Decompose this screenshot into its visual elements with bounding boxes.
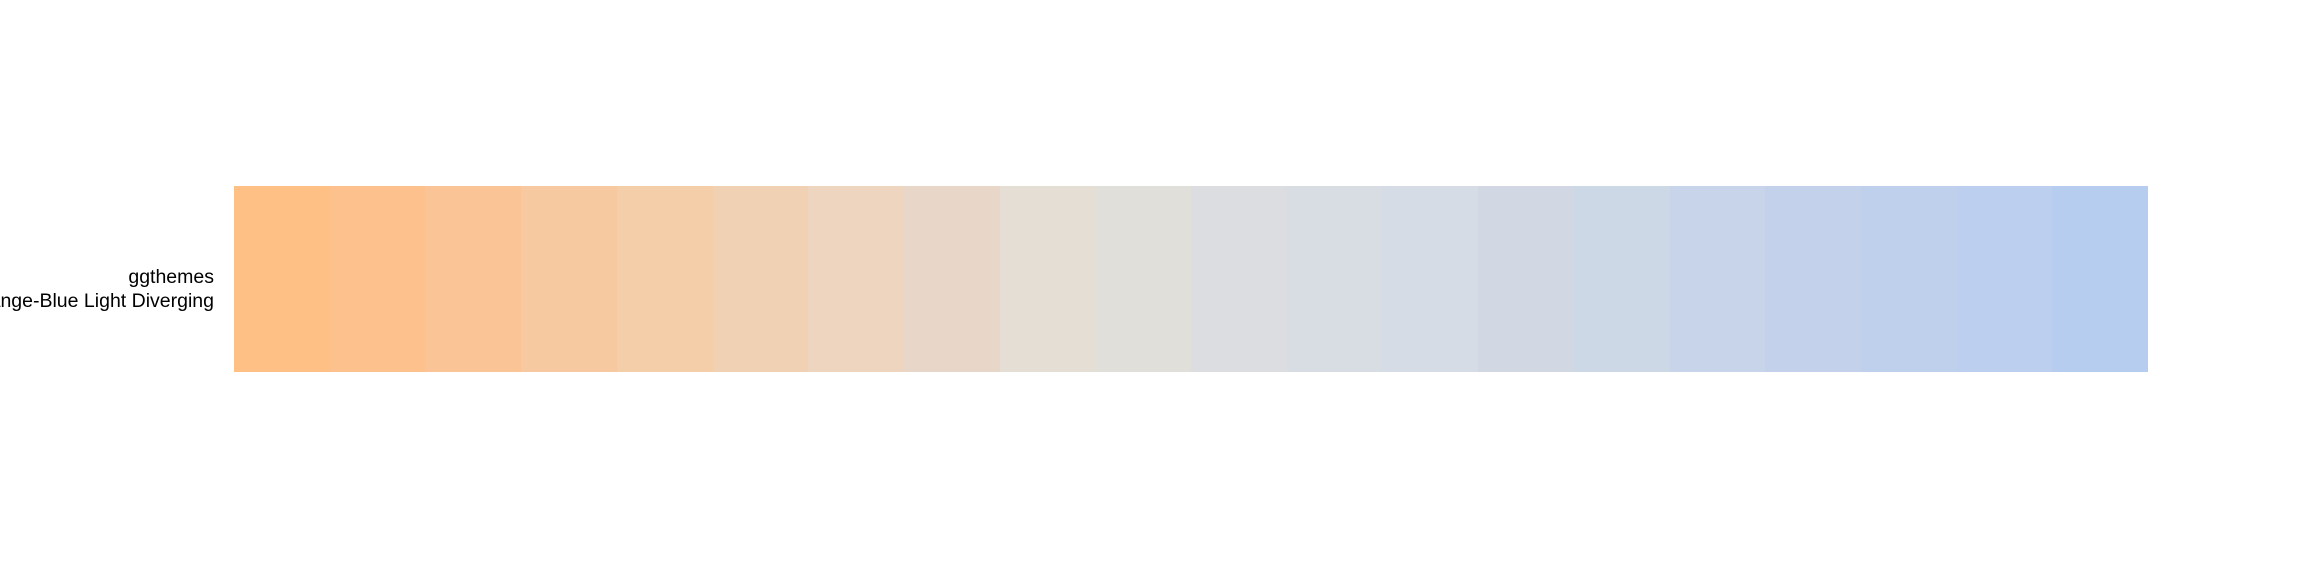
palette-name: Orange-Blue Light Diverging	[0, 290, 214, 312]
color-swatch	[1669, 186, 1766, 372]
color-swatch-strip	[234, 186, 2149, 372]
color-swatch	[2052, 186, 2149, 372]
color-swatch	[616, 186, 713, 372]
color-swatch	[234, 186, 330, 372]
color-swatch	[808, 186, 904, 372]
palette-label: ggthemes Orange-Blue Light Diverging	[0, 265, 214, 313]
color-swatch	[712, 186, 809, 372]
color-swatch	[1382, 186, 1479, 372]
color-swatch	[329, 186, 426, 372]
color-swatch	[425, 186, 522, 372]
color-swatch	[1191, 186, 1287, 372]
color-swatch	[903, 186, 1000, 372]
package-name: ggthemes	[128, 266, 214, 288]
color-swatch	[521, 186, 617, 372]
color-swatch	[1478, 186, 1574, 372]
color-swatch	[1765, 186, 1861, 372]
color-swatch	[999, 186, 1096, 372]
color-swatch	[1095, 186, 1192, 372]
color-swatch	[1286, 186, 1383, 372]
color-swatch	[1573, 186, 1670, 372]
color-swatch	[1956, 186, 2053, 372]
color-swatch	[1860, 186, 1957, 372]
